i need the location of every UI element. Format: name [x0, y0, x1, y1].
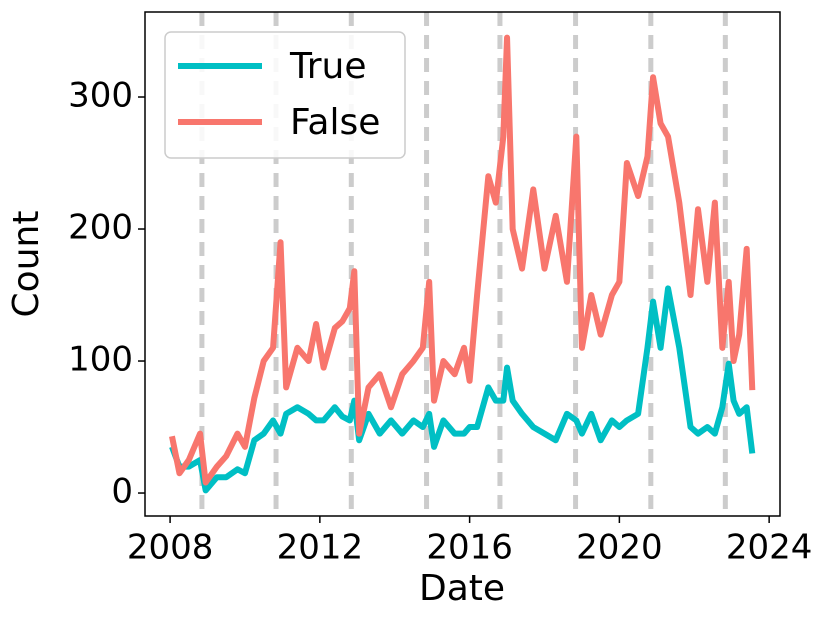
legend-label: False: [290, 102, 380, 143]
legend-label: True: [289, 46, 366, 87]
y-tick-label: 300: [68, 76, 133, 116]
series-line: [169, 34, 756, 486]
y-tick-label: 0: [111, 472, 133, 512]
plot-frame: [144, 11, 781, 517]
x-tick-label: 2016: [426, 528, 513, 568]
x-axis-label: Date: [419, 568, 505, 609]
y-axis-label: Count: [6, 211, 47, 318]
x-tick-label: 2024: [726, 528, 813, 568]
x-tick-label: 2008: [127, 528, 214, 568]
series-line: [169, 285, 756, 494]
x-tick-label: 2020: [576, 528, 663, 568]
x-tick-label: 2012: [277, 528, 364, 568]
y-tick-label: 100: [68, 340, 133, 380]
y-tick-label: 200: [68, 208, 133, 248]
